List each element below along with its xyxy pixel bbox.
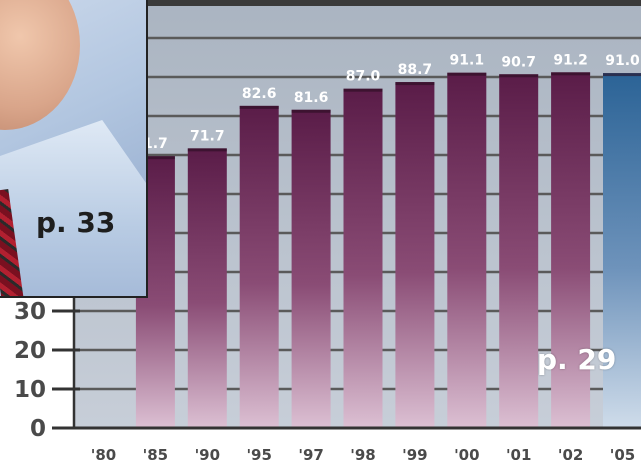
value-label-8: 90.7: [501, 54, 536, 70]
bar-8: [499, 74, 539, 429]
y-tick-label-0: 0: [30, 416, 46, 442]
bar-cap-7: [447, 72, 487, 76]
portrait-face: [0, 0, 80, 130]
y-tick-label-2: 20: [14, 338, 46, 364]
bar-cap-6: [395, 82, 435, 86]
value-label-2: 71.7: [190, 128, 225, 144]
value-label-10: 91.0: [605, 53, 640, 69]
bar-cap-4: [291, 109, 331, 113]
y-tick-label-3: 30: [14, 299, 46, 325]
x-tick-label-4: '97: [298, 446, 323, 464]
bar-cap-8: [499, 74, 539, 78]
value-labels: 1.7 71.7 82.6 81.6 87.0 88.7 91.1 90.7 91.2 91.0: [143, 52, 640, 152]
x-tick-label-7: '00: [454, 446, 479, 464]
inset-photo: [0, 0, 148, 298]
bar-7: [447, 72, 487, 429]
bar-10: [603, 73, 641, 428]
bar-6: [395, 82, 435, 428]
y-tick-labels: 0 10 20 30: [14, 299, 80, 442]
value-label-9: 91.2: [553, 52, 588, 68]
inset-page-reference: p. 33: [36, 206, 116, 239]
x-tick-label-0: '80: [91, 446, 116, 464]
bar-cap-1: [135, 156, 175, 160]
bar-cap-3: [239, 105, 279, 109]
y-tick-label-1: 10: [14, 377, 46, 403]
bar-3: [239, 105, 279, 429]
x-tick-label-1: '85: [143, 446, 168, 464]
x-tick-label-2: '90: [195, 446, 220, 464]
bar-5: [343, 88, 383, 428]
x-tick-label-9: '02: [558, 446, 583, 464]
bar-cap-2: [187, 148, 227, 152]
chart-page-reference: p. 29: [537, 343, 617, 376]
bar-cap-10: [603, 73, 641, 77]
x-tick-label-6: '99: [402, 446, 427, 464]
bar-2: [187, 148, 227, 428]
top-border: [74, 0, 641, 6]
value-label-6: 88.7: [398, 62, 433, 78]
x-tick-labels: '80 '85 '90 '95 '97 '98 '99 '00 '01 '02 '05: [91, 446, 635, 464]
x-tick-label-10: '05: [610, 446, 635, 464]
value-label-4: 81.6: [294, 90, 329, 106]
x-tick-label-3: '95: [246, 446, 271, 464]
bar-cap-9: [551, 72, 591, 76]
x-tick-label-5: '98: [350, 446, 375, 464]
value-label-3: 82.6: [242, 86, 277, 102]
value-label-1: 1.7: [143, 136, 168, 152]
bar-cap-5: [343, 88, 383, 92]
portrait-shirt: [0, 120, 146, 296]
value-label-5: 87.0: [346, 69, 381, 85]
x-tick-label-8: '01: [506, 446, 531, 464]
value-label-7: 91.1: [450, 53, 485, 69]
bar-9: [551, 72, 591, 428]
bar-4: [291, 109, 331, 428]
